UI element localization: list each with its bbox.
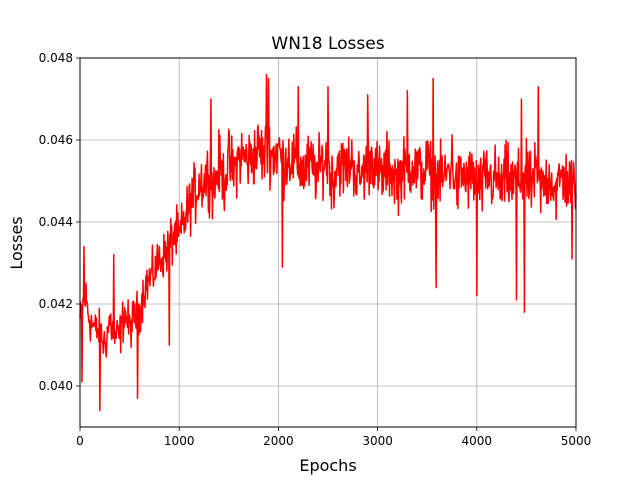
x-axis: 0 1000 2000 3000 4000 5000 — [76, 427, 591, 448]
y-tick-label: 0.042 — [39, 297, 73, 311]
y-axis-label: Losses — [7, 216, 26, 269]
y-axis: 0.040 0.042 0.044 0.046 0.048 — [39, 51, 80, 393]
x-tick-label: 2000 — [263, 434, 294, 448]
x-tick-label: 5000 — [561, 434, 592, 448]
x-tick-label: 1000 — [164, 434, 195, 448]
x-axis-label: Epochs — [299, 456, 356, 475]
plot-frame — [79, 57, 577, 428]
y-tick-label: 0.048 — [39, 51, 73, 65]
y-tick-label: 0.046 — [39, 133, 73, 147]
chart-title: WN18 Losses — [271, 34, 384, 54]
x-tick-label: 0 — [76, 434, 84, 448]
y-tick-label: 0.040 — [39, 379, 73, 393]
x-tick-label: 4000 — [462, 434, 493, 448]
series-layer — [79, 73, 577, 412]
y-tick-label: 0.044 — [39, 215, 73, 229]
series-line — [79, 73, 577, 412]
x-tick-label: 3000 — [362, 434, 393, 448]
